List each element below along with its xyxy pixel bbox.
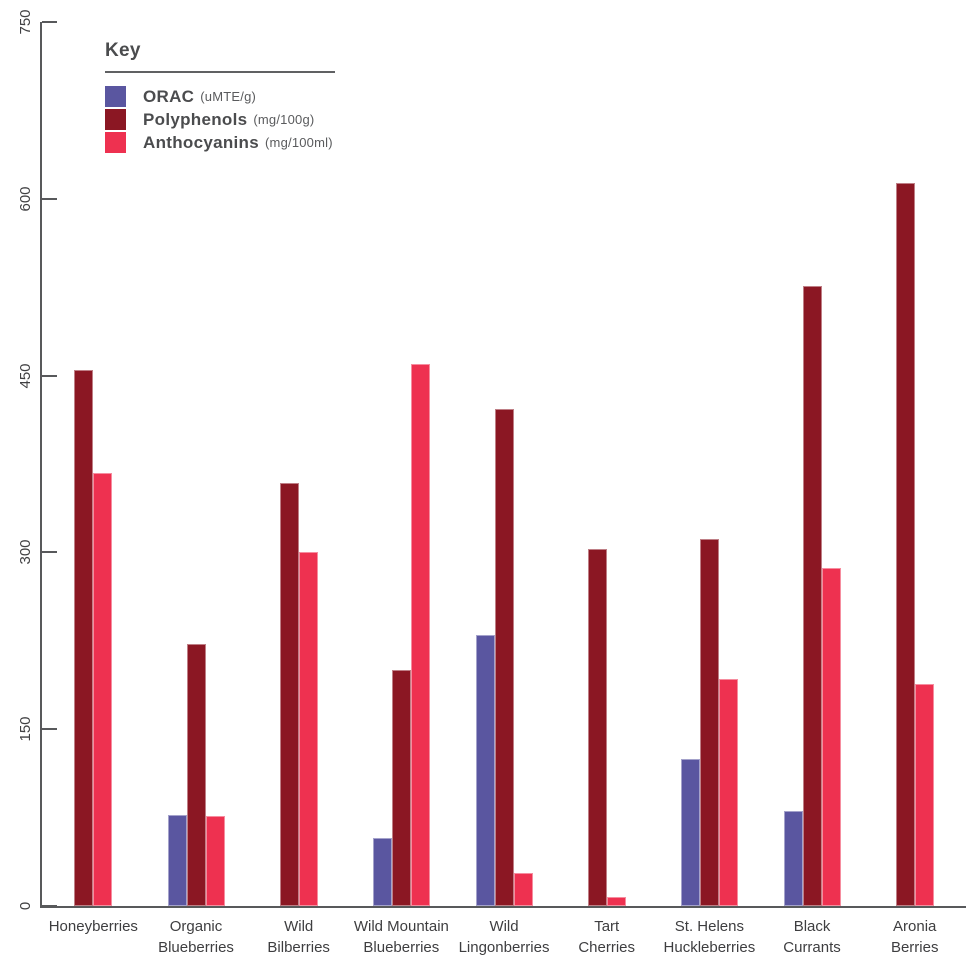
bar-wild-bilberries-anthocyanins	[298, 552, 318, 906]
x-axis-labels: Honeyberries Organic Blueberries Wild Bilb…	[42, 916, 966, 958]
x-label-organic-blueberries: Organic Blueberries	[158, 918, 234, 956]
y-tick-label-150: 150	[17, 716, 34, 742]
y-tick-label-300: 300	[17, 539, 34, 565]
bar-st-helens-huckleberries-anthocyanins	[718, 678, 738, 906]
y-tick-450	[42, 374, 57, 377]
bar-group-wild-mountain-blueberries	[350, 22, 453, 906]
bar-wild-mountain-blueberries-polyphenols	[391, 670, 411, 906]
bar-black-currants-polyphenols	[802, 286, 822, 906]
bar-group-wild-bilberries	[247, 22, 350, 906]
x-label-wild-bilberries: Wild Bilberries	[267, 918, 330, 956]
y-tick-label-450: 450	[17, 363, 34, 389]
bar-group-black-currants	[761, 22, 864, 906]
bar-wild-mountain-blueberries-anthocyanins	[410, 363, 430, 906]
y-tick-label-0: 0	[17, 901, 34, 911]
bar-group-st-helens-huckleberries	[658, 22, 761, 906]
y-tick-750	[42, 21, 57, 23]
x-label-black-currants: Black Currants	[783, 918, 841, 956]
y-tick-label-600: 600	[17, 186, 34, 212]
bar-group-tart-cherries	[555, 22, 658, 906]
legend-unit-anthocyanins: (mg/100ml)	[265, 135, 333, 150]
bar-organic-blueberries-anthocyanins	[205, 816, 225, 906]
legend-title: Key	[105, 40, 141, 61]
bar-group-honeyberries	[42, 22, 145, 906]
bar-tart-cherries-anthocyanins	[606, 896, 626, 906]
y-tick-label-750: 750	[17, 9, 34, 35]
bar-aronia-berries-polyphenols	[895, 183, 915, 906]
legend-name-polyphenols: Polyphenols	[143, 109, 248, 129]
bar-aronia-berries-anthocyanins	[914, 684, 934, 906]
bar-wild-lingonberries-orac	[475, 634, 495, 906]
bar-honeyberries-anthocyanins	[93, 473, 113, 906]
x-label-tart-cherries: Tart Cherries	[578, 918, 636, 956]
y-tick-600	[42, 197, 57, 200]
x-label-wild-mountain-blueberries: Wild Mountain Blueberries	[353, 918, 449, 956]
bar-group-wild-lingonberries	[453, 22, 556, 906]
legend-name-orac: ORAC	[143, 86, 195, 106]
bar-wild-lingonberries-anthocyanins	[513, 873, 533, 906]
legend-swatch-anthocyanins	[105, 132, 126, 153]
bar-black-currants-anthocyanins	[821, 567, 841, 906]
bar-black-currants-orac	[783, 810, 803, 906]
bar-organic-blueberries-polyphenols	[186, 644, 206, 906]
legend-rule	[105, 71, 335, 73]
legend-item-polyphenols: Polyphenols (mg/100g)	[105, 109, 365, 130]
y-tick-300	[42, 551, 57, 554]
legend: Key ORAC (uMTE/g) Polyphenols (mg/100g) Anth…	[105, 40, 365, 155]
legend-item-anthocyanins: Anthocyanins (mg/100ml)	[105, 132, 365, 153]
legend-unit-orac: (uMTE/g)	[200, 89, 257, 104]
bar-wild-mountain-blueberries-orac	[372, 837, 392, 906]
plot-area: 0 150 300 450 600 750	[17, 9, 966, 910]
x-label-wild-lingonberries: Wild Lingonberries	[458, 918, 550, 956]
y-tick-0	[42, 905, 57, 907]
bar-tart-cherries-polyphenols	[587, 548, 607, 906]
bar-group-aronia-berries	[863, 22, 966, 906]
x-label-aronia-berries: Aronia Berries	[890, 918, 939, 956]
bar-st-helens-huckleberries-orac	[680, 758, 700, 906]
bar-group-organic-blueberries	[145, 22, 248, 906]
legend-unit-polyphenols: (mg/100g)	[253, 112, 315, 127]
bar-wild-lingonberries-polyphenols	[494, 408, 514, 906]
y-tick-150	[42, 728, 57, 731]
legend-item-orac: ORAC (uMTE/g)	[105, 86, 365, 107]
bar-organic-blueberries-orac	[167, 815, 187, 906]
legend-swatch-polyphenols	[105, 109, 126, 130]
bar-st-helens-huckleberries-polyphenols	[699, 539, 719, 906]
bar-groups	[42, 22, 966, 906]
x-label-st-helens-huckleberries: St. Helens Huckleberries	[663, 918, 756, 956]
x-label-honeyberries: Honeyberries	[48, 918, 138, 935]
bar-wild-bilberries-polyphenols	[279, 482, 299, 906]
legend-swatch-orac	[105, 86, 126, 107]
legend-name-anthocyanins: Anthocyanins	[143, 132, 260, 152]
bar-honeyberries-polyphenols	[74, 369, 94, 906]
legend-items: ORAC (uMTE/g) Polyphenols (mg/100g) Anthocya…	[105, 86, 365, 153]
